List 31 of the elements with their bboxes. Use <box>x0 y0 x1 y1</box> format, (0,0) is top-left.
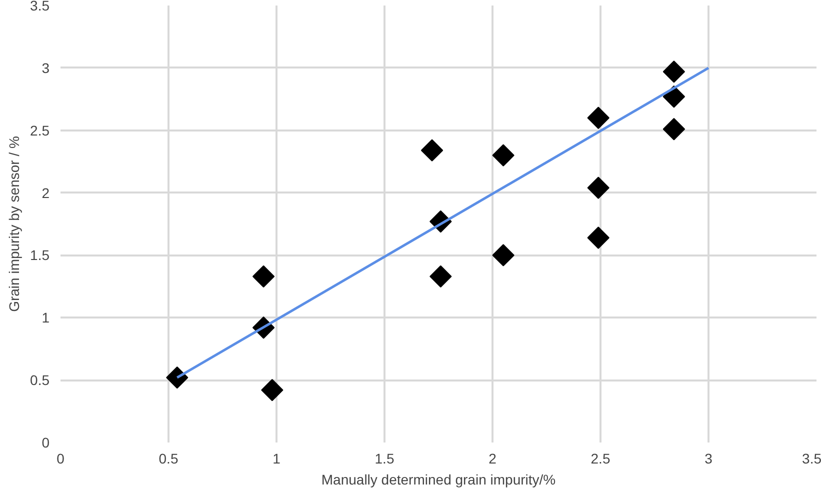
y-tick-label: 0 <box>42 434 50 450</box>
x-tick-label: 2.5 <box>590 450 610 466</box>
x-tick-label: 0 <box>56 450 65 466</box>
y-tick-label: 2 <box>42 184 50 201</box>
point <box>587 176 610 199</box>
y-tick-label: 2.5 <box>30 122 50 138</box>
y-tick-label: 0.5 <box>30 372 50 388</box>
point <box>662 86 686 108</box>
point <box>261 378 284 402</box>
y-tick-label: 3.5 <box>30 0 50 14</box>
y-tick-label: 3 <box>42 60 50 76</box>
y-tick-label: 1 <box>42 310 50 326</box>
point <box>420 139 444 162</box>
x-tick-label: 3 <box>704 450 713 466</box>
x-tick-label: 1.5 <box>374 450 394 466</box>
y-axis-title: Grain impurity by sensor / % <box>6 136 22 312</box>
x-tick-label: 0.5 <box>158 450 178 466</box>
point <box>430 265 452 288</box>
point <box>662 118 686 140</box>
point <box>587 226 610 249</box>
x-tick-label: 2 <box>488 450 497 466</box>
point <box>252 265 275 288</box>
point <box>587 106 610 129</box>
x-tick-label: 3.5 <box>802 450 821 466</box>
x-tick-label: 1 <box>272 450 281 466</box>
point <box>492 244 514 266</box>
point <box>662 60 686 83</box>
y-tick-label: 1.5 <box>30 247 50 264</box>
x-axis-title: Manually determined grain impurity/% <box>321 472 556 488</box>
point <box>492 144 514 166</box>
point <box>166 366 188 389</box>
